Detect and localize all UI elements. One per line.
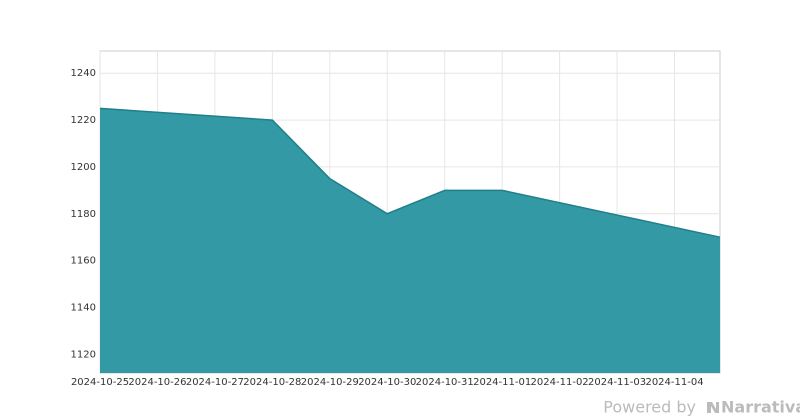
y-tick-label: 1120 <box>71 349 96 360</box>
x-tick-label: 2024-10-31 <box>416 377 474 388</box>
y-tick-label: 1140 <box>71 302 96 313</box>
x-tick-label: 2024-11-02 <box>531 377 589 388</box>
marks <box>99 107 721 373</box>
y-tick-label: 1200 <box>71 162 96 173</box>
x-tick-label: 2024-10-25 <box>71 377 129 388</box>
footer-powered: Powered by <box>603 398 696 417</box>
y-tick-label: 1160 <box>71 256 96 267</box>
area <box>100 108 720 373</box>
x-tick-label: 2024-11-01 <box>473 377 531 388</box>
x-tick-label: 2024-10-29 <box>301 377 359 388</box>
x-tick-label: 2024-11-03 <box>588 377 646 388</box>
brand-logo <box>707 402 719 413</box>
y-tick-label: 1220 <box>71 115 96 126</box>
x-tick-label: 2024-10-26 <box>128 377 186 388</box>
x-tick-label: 2024-11-04 <box>645 377 703 388</box>
x-tick-label: 2024-10-28 <box>243 377 301 388</box>
y-tick-label: 1240 <box>71 68 96 79</box>
area-line <box>99 107 721 238</box>
x-tick-label: 2024-10-30 <box>358 377 416 388</box>
x-tick-label: 2024-10-27 <box>186 377 244 388</box>
y-tick-label: 1180 <box>71 209 96 220</box>
footer-brand: Narrativa <box>721 398 800 417</box>
